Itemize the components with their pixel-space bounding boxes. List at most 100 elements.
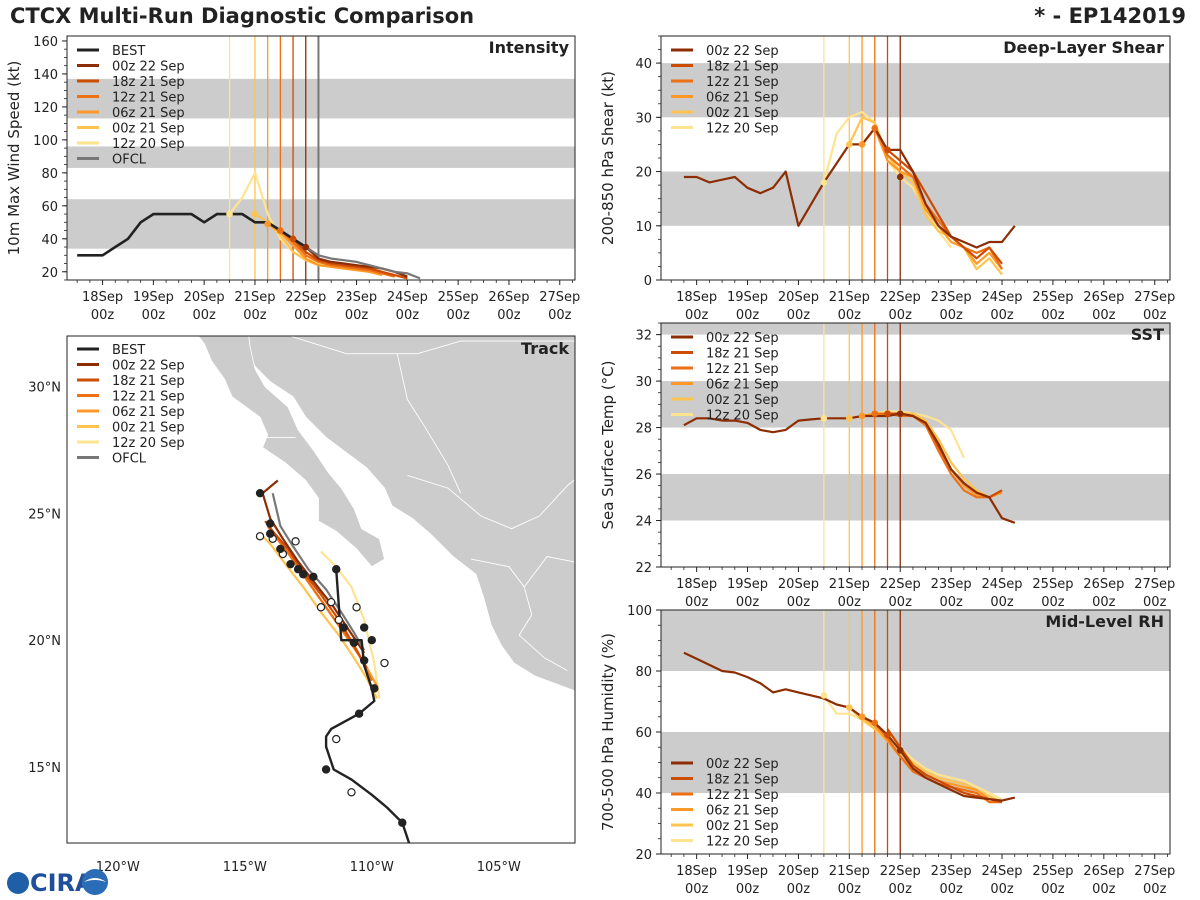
rh-marker-18z-21-sep	[884, 731, 891, 739]
sst-band-0	[661, 474, 1170, 521]
intensity-ytick-label: 120	[33, 101, 58, 116]
shear-marker-12z-21-sep	[871, 124, 879, 132]
rh-ytick-label: 60	[635, 726, 652, 741]
sst-ytick-label: 26	[635, 468, 652, 483]
track-marker-best	[299, 570, 308, 579]
intensity-marker-00z-21-sep	[251, 210, 259, 218]
intensity-series-06z-21-sep	[267, 222, 383, 277]
intensity-xtick-day: 18Sep	[82, 290, 123, 305]
intensity-legend-label-00z-21-sep: 00z 21 Sep	[112, 122, 185, 137]
rh-ytick-label: 80	[635, 665, 652, 680]
intensity-ytick-label: 40	[41, 233, 58, 248]
intensity-xtick-hour: 00z	[192, 308, 216, 323]
rh-marker-06z-21-sep	[858, 713, 866, 721]
globe-icon	[7, 872, 29, 894]
shear-series-18z-21-sep	[886, 149, 1003, 265]
shear-series-00z-21-sep	[848, 116, 1003, 276]
shear-xtick-day: 26Sep	[1083, 290, 1124, 305]
sst-xtick-day: 24Sep	[982, 577, 1023, 592]
rh-marker-00z-21-sep	[846, 704, 853, 711]
shear-ytick-label: 20	[635, 166, 652, 181]
rh-xtick-hour: 00z	[1092, 882, 1116, 897]
sst-ytick-label: 24	[635, 515, 652, 530]
track-lon-label: 120°W	[96, 860, 140, 875]
sst-frame	[660, 322, 1171, 568]
track-lat-label: 15°N	[28, 761, 61, 776]
wave-icon	[84, 878, 106, 882]
sst-ytick-label: 30	[635, 375, 652, 390]
shear-title: Deep-Layer Shear	[1003, 38, 1164, 57]
shear-xtick-hour: 00z	[939, 308, 963, 323]
rh-xtick-day: 27Sep	[1134, 864, 1175, 879]
track-legend-label-ofcl: OFCL	[112, 452, 147, 467]
intensity-legend-label-18z-21-sep: 18z 21 Sep	[112, 75, 185, 90]
track-legend-label-best: BEST	[112, 343, 145, 358]
intensity-xtick-hour: 00z	[548, 308, 572, 323]
sst-xtick-day: 21Sep	[829, 577, 870, 592]
intensity-series-12z-21-sep	[279, 229, 395, 278]
intensity-band-1	[67, 146, 575, 168]
track-marker-best	[354, 709, 364, 718]
intensity-legend-label-12z-21-sep: 12z 21 Sep	[112, 91, 185, 106]
state-border-4	[523, 556, 575, 588]
rh-legend-label-12z-21-sep: 12z 21 Sep	[706, 788, 779, 803]
track-legend-label-12z-20-sep: 12z 20 Sep	[112, 436, 185, 451]
shear-ytick-label: 30	[635, 111, 652, 126]
intensity-ytick-label: 60	[41, 200, 58, 215]
shear-xtick-day: 22Sep	[880, 290, 921, 305]
sst-xtick-day: 18Sep	[676, 577, 717, 592]
intensity-ytick-label: 100	[33, 134, 58, 149]
track-marker-best	[380, 658, 389, 668]
sst-plot-area	[661, 323, 1170, 567]
intensity-series-ofcl	[305, 246, 421, 280]
shear-series-06z-21-sep	[861, 127, 1003, 270]
mainland-landmass	[243, 336, 575, 692]
shear-xtick-day: 25Sep	[1032, 290, 1073, 305]
sst-xtick-hour: 00z	[1041, 595, 1065, 610]
track-lat-label: 20°N	[28, 634, 61, 649]
intensity-xtick-day: 24Sep	[387, 290, 428, 305]
intensity-xtick-day: 19Sep	[133, 290, 174, 305]
rh-xtick-day: 25Sep	[1032, 864, 1073, 879]
intensity-xtick-day: 27Sep	[539, 290, 580, 305]
track-series-ofcl	[271, 492, 366, 651]
rh-legend-label-06z-21-sep: 06z 21 Sep	[706, 804, 779, 819]
intensity-plot-area	[67, 36, 575, 280]
intensity-legend-label-12z-20-sep: 12z 20 Sep	[112, 137, 185, 152]
shear-xtick-hour: 00z	[838, 308, 862, 323]
shear-xtick-day: 27Sep	[1134, 290, 1175, 305]
rh-legend-label-12z-20-sep: 12z 20 Sep	[706, 835, 779, 850]
shear-xtick-day: 19Sep	[727, 290, 768, 305]
intensity-xtick-day: 23Sep	[336, 290, 377, 305]
intensity-frame	[66, 35, 576, 281]
shear-marker-18z-21-sep	[884, 146, 891, 154]
rh-xtick-day: 18Sep	[676, 864, 717, 879]
shear-xtick-day: 20Sep	[778, 290, 819, 305]
sst-band-2	[661, 323, 1170, 335]
intensity-xtick-day: 22Sep	[285, 290, 326, 305]
intensity-legend-label-best: BEST	[112, 44, 145, 59]
rh-xtick-hour: 00z	[939, 882, 963, 897]
sst-legend-label-06z-21-sep: 06z 21 Sep	[706, 378, 779, 393]
sst-xtick-day: 19Sep	[727, 577, 768, 592]
rh-legend-label-00z-21-sep: 00z 21 Sep	[706, 819, 779, 834]
sst-xtick-hour: 00z	[838, 595, 862, 610]
sst-band-1	[661, 381, 1170, 428]
shear-marker-12z-20-sep	[820, 179, 828, 186]
track-legend-label-18z-21-sep: 18z 21 Sep	[112, 374, 185, 389]
sst-xtick-day: 25Sep	[1032, 577, 1073, 592]
track-legend-label-12z-21-sep: 12z 21 Sep	[112, 390, 185, 405]
shear-ylabel: 200-850 hPa Shear (kt)	[599, 71, 617, 245]
intensity-ytick-label: 140	[33, 68, 58, 83]
track-legend-label-00z-22-sep: 00z 22 Sep	[112, 359, 185, 374]
shear-series-12z-21-sep	[873, 127, 1003, 270]
track-legend-label-06z-21-sep: 06z 21 Sep	[112, 405, 185, 420]
intensity-marker-00z-22-sep	[302, 243, 310, 251]
track-lon-label: 115°W	[223, 860, 267, 875]
intensity-xtick-day: 20Sep	[184, 290, 225, 305]
track-marker-best	[266, 519, 275, 528]
